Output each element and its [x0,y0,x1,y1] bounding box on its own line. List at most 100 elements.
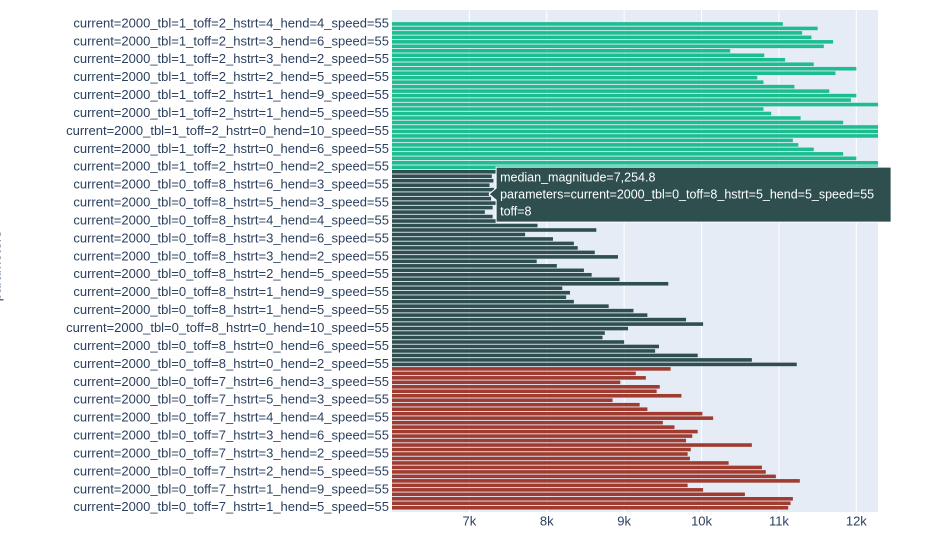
bar [392,353,698,358]
bar [392,161,878,165]
bar [392,407,648,411]
bar [392,111,772,116]
bar [392,178,494,183]
bar [392,402,640,407]
bar [392,57,786,62]
y-tick-label: current=2000_tbl=0_toff=7_hstrt=1_hend=5… [73,499,389,514]
bar [392,241,574,246]
grid [468,10,857,512]
y-tick-label: current=2000_tbl=0_toff=7_hstrt=3_hend=6… [73,428,389,443]
y-axis-title: parameters [0,231,4,302]
bar [392,255,618,259]
bar [392,192,490,196]
bar [392,344,659,349]
bar [392,277,620,282]
bar [392,465,762,470]
y-tick-label: current=2000_tbl=0_toff=8_hstrt=2_hend=5… [73,266,389,281]
y-tick-label: current=2000_tbl=0_toff=8_hstrt=0_hend=2… [73,356,389,371]
bar [392,232,526,237]
bar [392,129,878,134]
x-tick-label: 9k [617,513,631,528]
bar [392,219,497,223]
bar [392,286,563,291]
bar [392,93,857,98]
bar [392,295,567,299]
bar [392,89,830,93]
bar [392,84,795,89]
y-tick-label: current=2000_tbl=0_toff=7_hstrt=1_hend=9… [73,481,389,496]
bar [392,201,497,205]
bar [392,420,663,425]
bar [392,389,657,394]
bar [392,380,621,385]
bar [392,75,758,80]
y-tick-label: current=2000_tbl=0_toff=8_hstrt=0_hend=1… [66,320,389,335]
bar [392,246,578,250]
bar [392,281,669,286]
bar [392,71,836,75]
bar [392,138,793,143]
bar [392,264,557,268]
tooltip-box [488,166,892,223]
bar [392,501,791,506]
bar [392,98,851,102]
bar [392,326,629,331]
bar [392,488,704,492]
bar [392,259,537,264]
y-tick-label: current=2000_tbl=0_toff=7_hstrt=6_hend=3… [73,374,389,389]
y-tick-label: current=2000_tbl=0_toff=7_hstrt=2_hend=5… [73,463,389,478]
bar [392,214,493,219]
y-tick-label: current=2000_tbl=0_toff=8_hstrt=1_hend=5… [73,302,389,317]
bar [392,505,789,510]
bar [392,205,493,210]
bar [392,474,776,479]
y-tick-label: current=2000_tbl=0_toff=8_hstrt=1_hend=9… [73,284,389,299]
y-tick-label: current=2000_tbl=1_toff=2_hstrt=0_hend=2… [73,159,389,174]
bar [392,80,764,84]
y-tick-label: current=2000_tbl=1_toff=2_hstrt=1_hend=9… [73,87,389,102]
y-tick-label: current=2000_tbl=0_toff=7_hstrt=5_hend=3… [73,392,389,407]
bar [392,35,812,40]
bar [392,174,492,179]
bar [392,411,703,416]
bar [392,290,570,295]
bar [392,335,603,340]
bar [392,416,714,420]
bar [392,425,675,429]
bar [392,299,574,304]
y-tick-label: current=2000_tbl=0_toff=7_hstrt=4_hend=4… [73,410,389,425]
bar [392,169,496,174]
bar [392,134,878,138]
bar [392,393,682,398]
y-tick-label: current=2000_tbl=1_toff=2_hstrt=2_hend=5… [73,69,389,84]
labels: 7k 8k 9k 10k 11k 12k current=2000_tbl=0_toff=7… [66,15,867,528]
bar [392,313,648,317]
bar [392,349,656,353]
bar [392,250,595,255]
bar [392,147,814,152]
tooltip-text: toff=8 [500,204,531,218]
bar [392,237,553,241]
tooltip: median_magnitude=7,254.8 parameters=curre… [488,166,892,223]
tooltip-text: median_magnitude=7,254.8 [500,170,655,184]
bar [392,497,793,501]
bar [392,125,878,129]
bar [392,66,857,71]
bar [392,483,688,488]
bar [392,362,797,367]
bar [392,398,613,403]
bar [392,228,597,232]
y-tick-label: current=2000_tbl=1_toff=2_hstrt=1_hend=5… [73,105,389,120]
bar [392,273,592,277]
bar [392,461,729,465]
x-tick-label: 10k [691,513,712,528]
bars [392,22,878,510]
bar [392,340,625,344]
x-tick-label: 11k [769,513,789,528]
y-tick-label: current=2000_tbl=1_toff=2_hstrt=0_hend=6… [73,141,389,156]
y-tick-label: current=2000_tbl=0_toff=8_hstrt=4_hend=4… [73,212,389,227]
bar [392,304,609,308]
y-tick-label: current=2000_tbl=1_toff=2_hstrt=0_hend=1… [66,123,389,138]
